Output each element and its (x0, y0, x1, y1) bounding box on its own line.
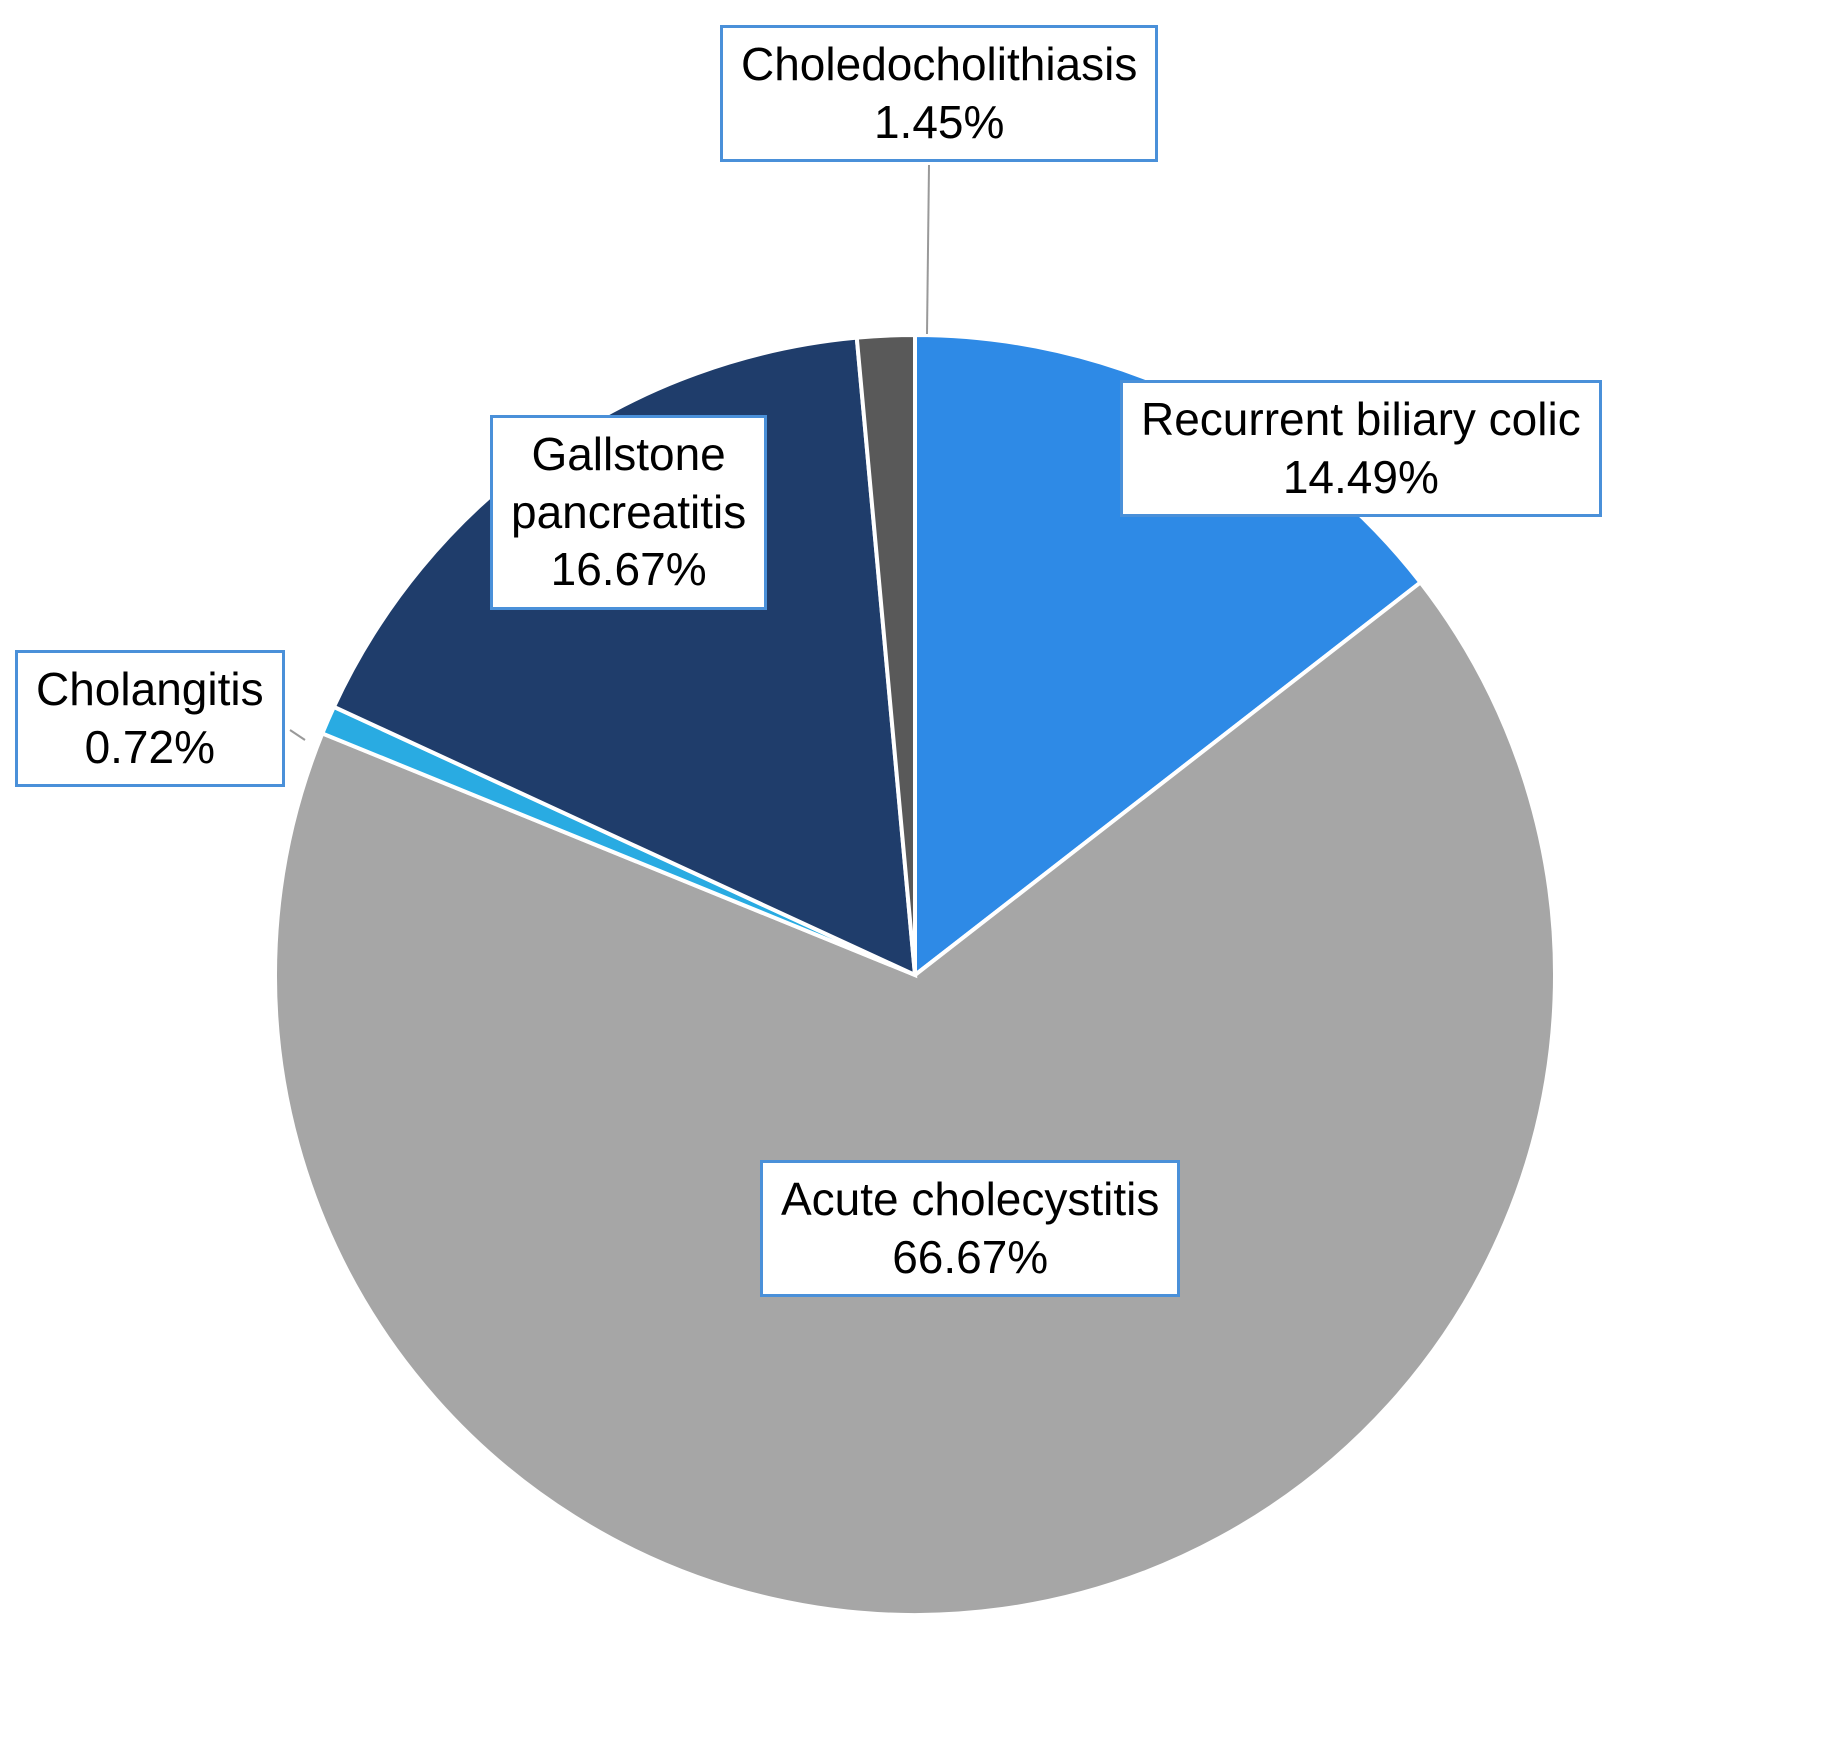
slice-label: Gallstonepancreatitis16.67% (490, 415, 767, 610)
slice-label: Acute cholecystitis66.67% (760, 1160, 1180, 1297)
leader-line (290, 730, 305, 740)
pie-chart-svg (0, 0, 1830, 1750)
pie-chart-container: Recurrent biliary colic14.49% Acute chole… (0, 0, 1830, 1750)
slice-label-value: 1.45% (741, 94, 1137, 152)
slice-label: Recurrent biliary colic14.49% (1120, 380, 1602, 517)
slice-label-value: 66.67% (781, 1229, 1159, 1287)
slice-label-title-line: Gallstone (511, 426, 746, 484)
slice-label-title: Choledocholithiasis (741, 36, 1137, 94)
leader-line (927, 165, 929, 334)
slice-label-title: Cholangitis (36, 661, 264, 719)
slice-label-value: 0.72% (36, 719, 264, 777)
slice-label-title: Recurrent biliary colic (1141, 391, 1581, 449)
slice-label-value: 14.49% (1141, 449, 1581, 507)
slice-label-title: Gallstonepancreatitis (511, 426, 746, 541)
slice-label-value: 16.67% (511, 541, 746, 599)
slice-label: Choledocholithiasis1.45% (720, 25, 1158, 162)
slice-label-title: Acute cholecystitis (781, 1171, 1159, 1229)
slice-label-title-line: pancreatitis (511, 484, 746, 542)
slice-label: Cholangitis0.72% (15, 650, 285, 787)
